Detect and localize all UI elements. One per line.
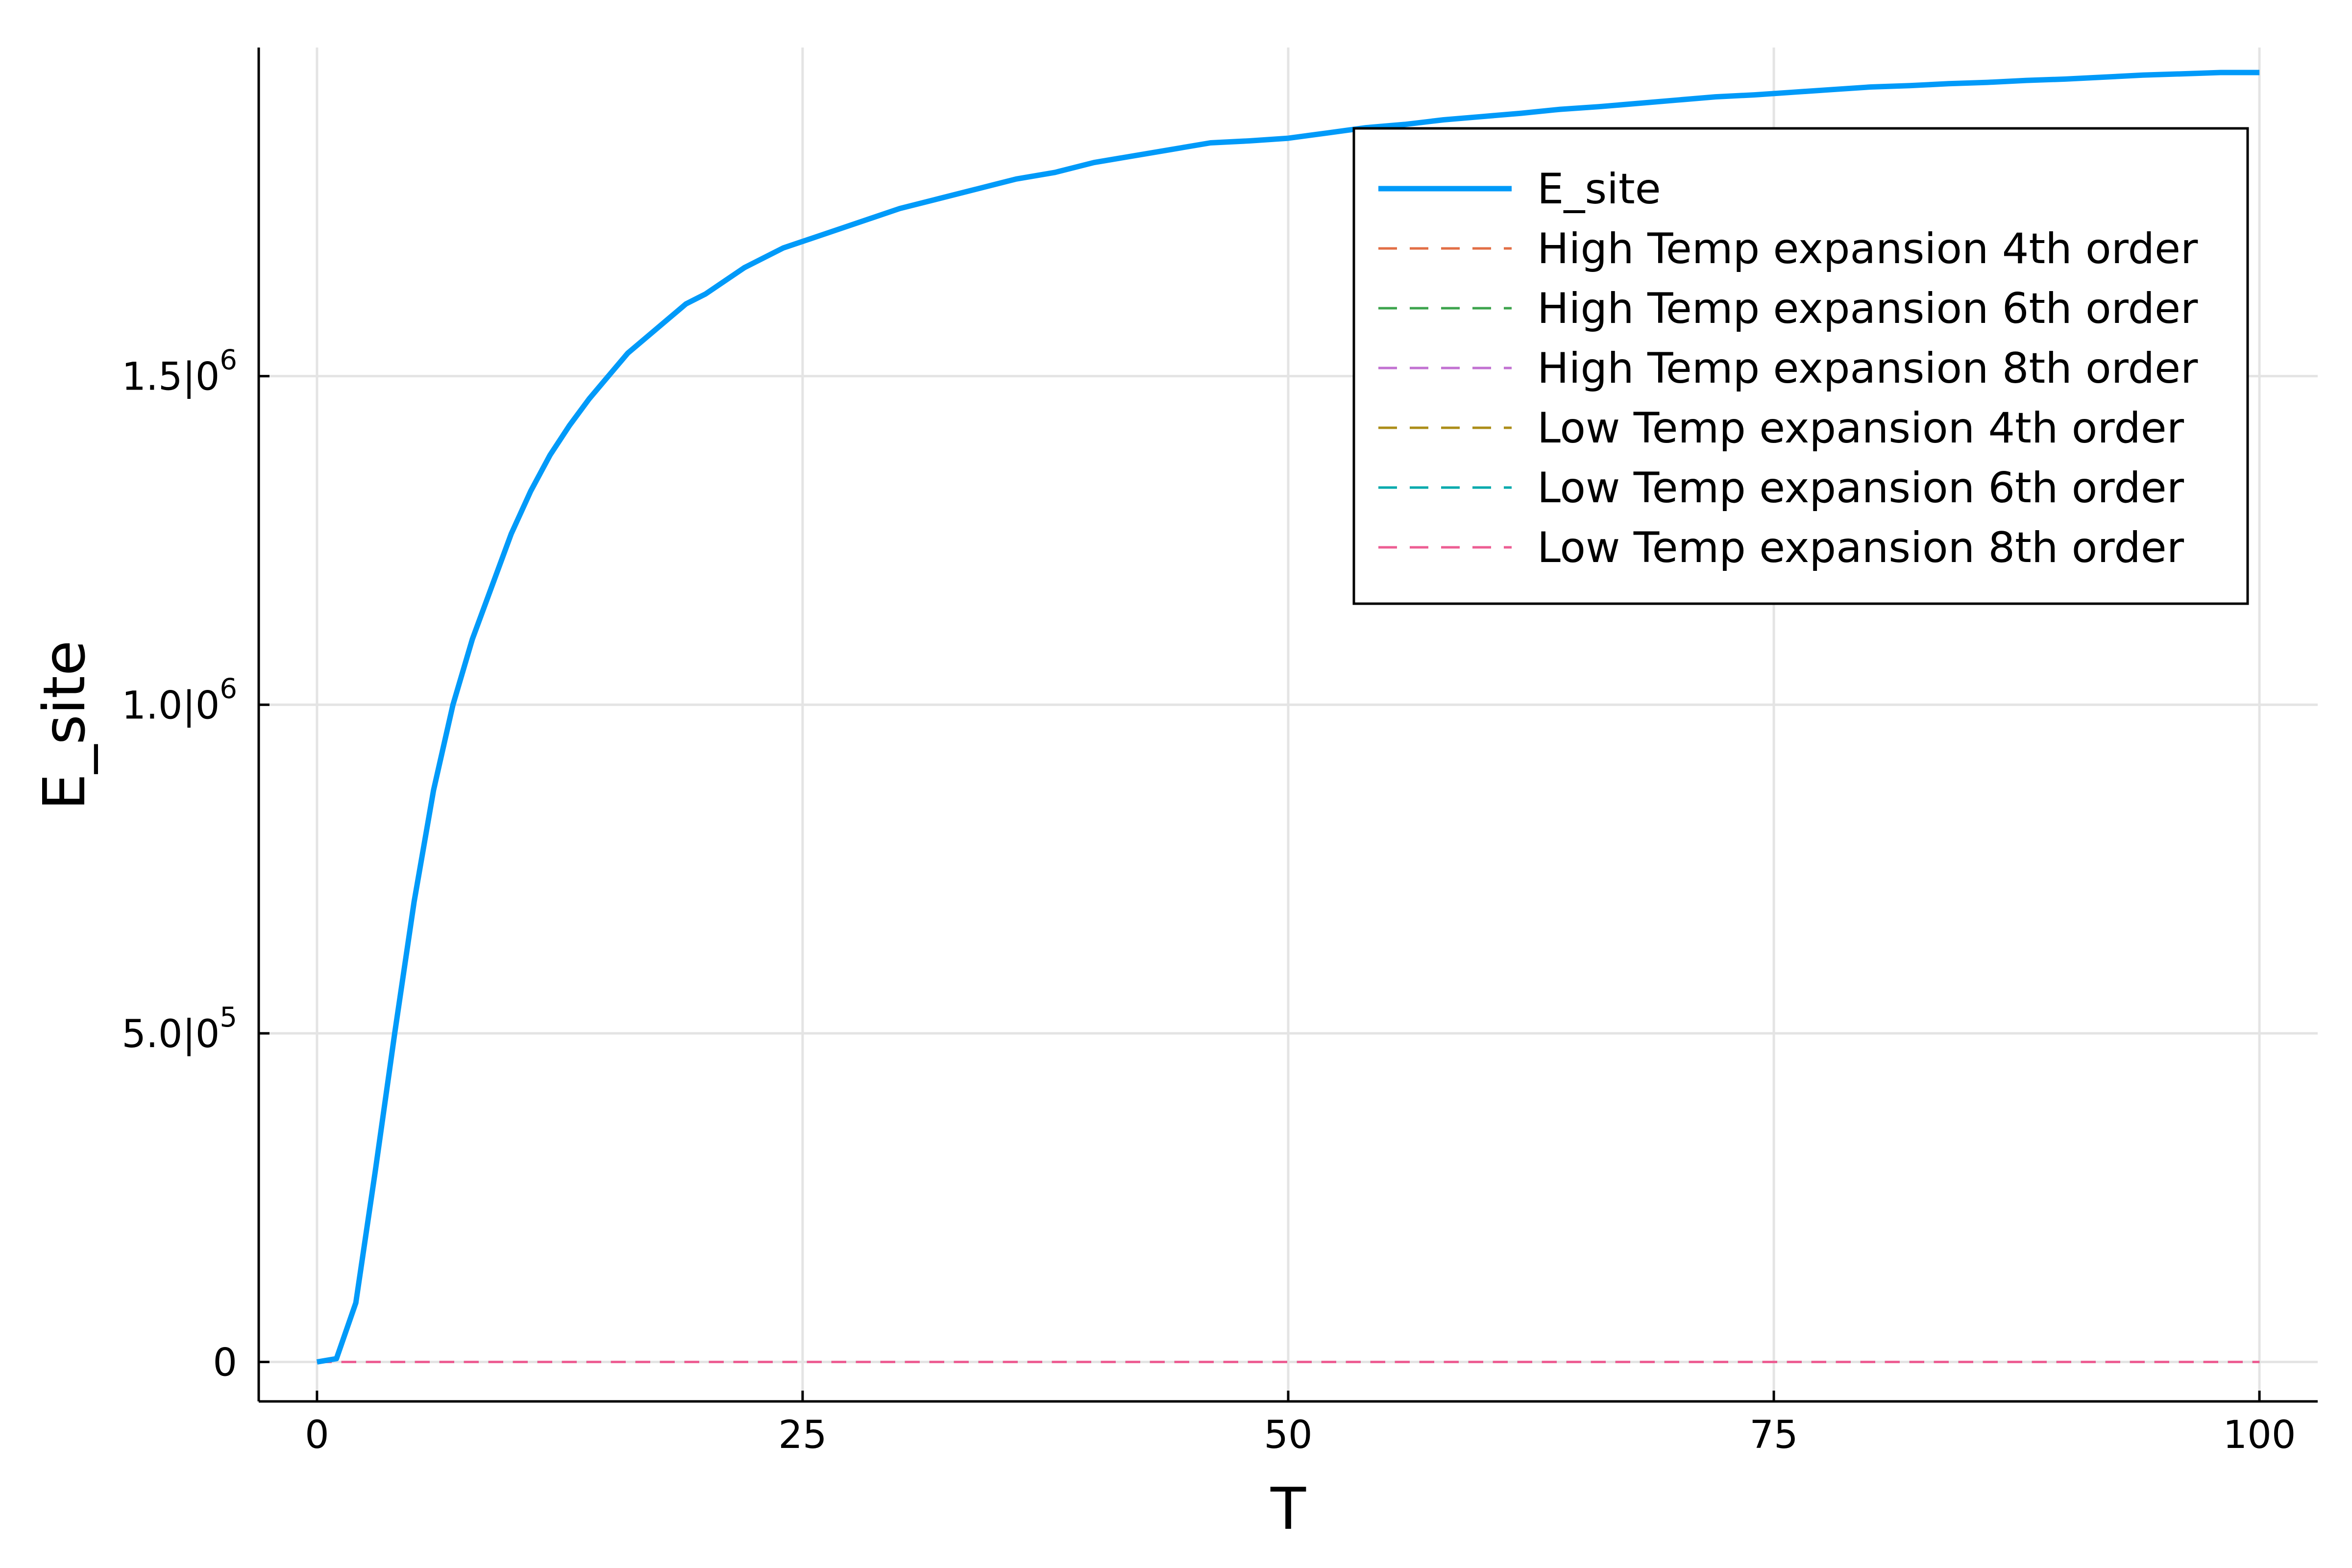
legend-box	[1352, 127, 2249, 605]
legend-label-1: High Temp expansion 4th order	[1537, 224, 2198, 273]
x-tick-label: 100	[2223, 1413, 2296, 1457]
y-tick-exponent: 6	[220, 673, 237, 705]
x-tick-label: 75	[1749, 1413, 1798, 1457]
legend-label-6: Low Temp expansion 8th order	[1537, 523, 2184, 572]
x-axis-title: T	[1270, 1475, 1306, 1543]
y-axis-title: E_site	[30, 640, 98, 810]
y-tick-mantissa: 0	[213, 1341, 237, 1385]
x-ticks: 0 25 50 75 100	[305, 1391, 2296, 1457]
legend: E_site High Temp expansion 4th order High …	[1352, 127, 2249, 605]
legend-label-5: Low Temp expansion 6th order	[1537, 464, 2184, 513]
y-tick-exponent: 5	[220, 1002, 237, 1033]
series-group	[316, 70, 2260, 1365]
y-tick-label: 0	[213, 1341, 237, 1385]
x-tick-label: 0	[305, 1413, 329, 1457]
legend-label-3: High Temp expansion 8th order	[1537, 344, 2198, 393]
series-line-0	[316, 70, 2260, 1365]
y-tick-label: 5.0|05	[122, 1002, 237, 1056]
legend-label-2: High Temp expansion 6th order	[1537, 284, 2198, 333]
x-tick-label: 25	[778, 1413, 827, 1457]
y-tick-label: 1.0|06	[122, 673, 237, 728]
y-tick-mantissa: 1.0|0	[122, 684, 220, 728]
y-ticks: 05.0|051.0|061.5|06	[122, 344, 270, 1385]
y-tick-mantissa: 1.5|0	[122, 355, 220, 399]
x-tick-label: 50	[1264, 1413, 1312, 1457]
legend-label-0: E_site	[1537, 165, 1661, 214]
legend-label-4: Low Temp expansion 4th order	[1537, 404, 2184, 453]
y-tick-mantissa: 5.0|0	[122, 1012, 220, 1056]
y-tick-exponent: 6	[220, 344, 237, 376]
y-tick-label: 1.5|06	[122, 344, 237, 399]
